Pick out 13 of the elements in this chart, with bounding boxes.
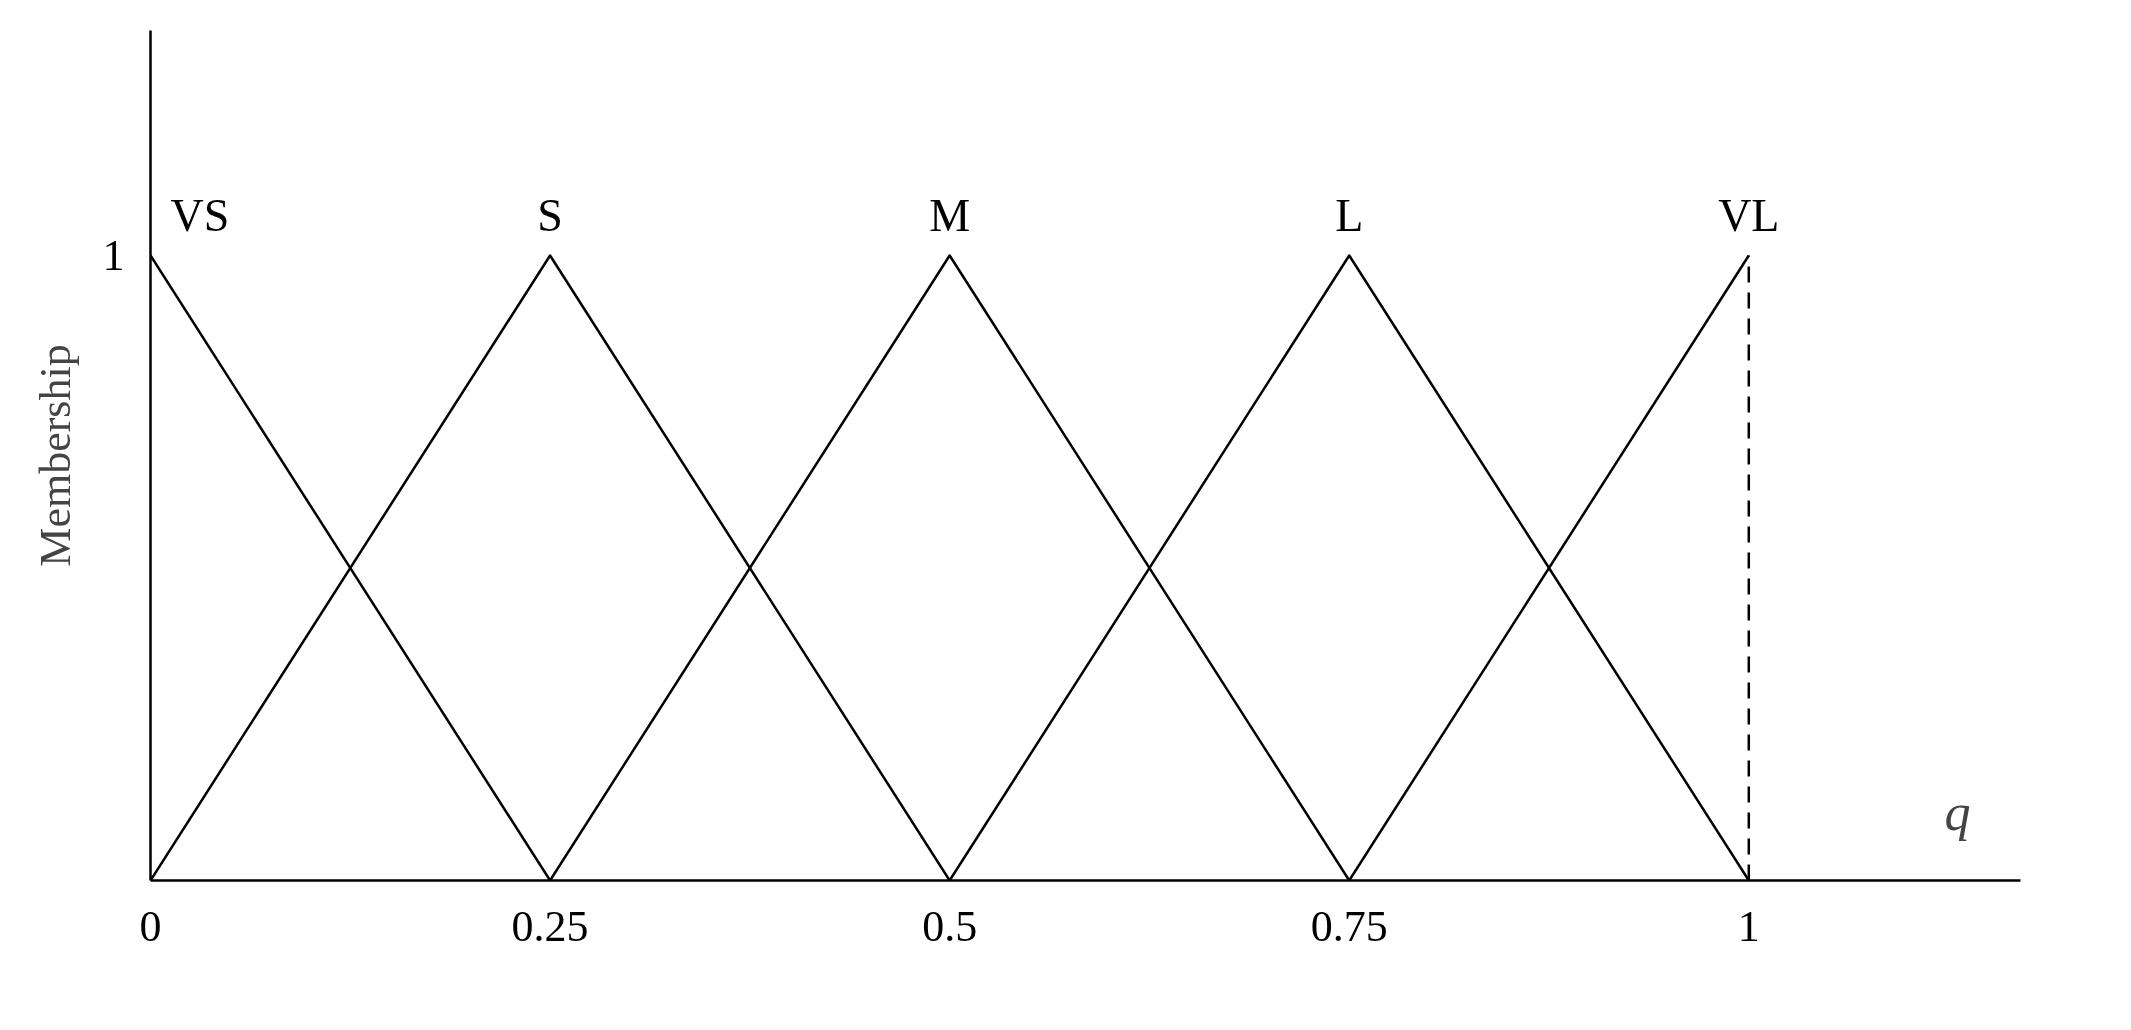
x-tick-label: 0.5 bbox=[922, 901, 978, 951]
x-tick-label: 0 bbox=[139, 901, 162, 951]
series-label: L bbox=[1335, 189, 1364, 241]
x-axis-title: q bbox=[1944, 783, 1971, 841]
series-label: VS bbox=[170, 189, 230, 241]
x-tick-label: 1 bbox=[1737, 901, 1760, 951]
series-label: S bbox=[537, 189, 563, 241]
text: 1 bbox=[102, 231, 125, 280]
series-label: VL bbox=[1718, 189, 1780, 241]
y-axis-title: Membership bbox=[30, 344, 80, 567]
x-tick-label: 0.75 bbox=[1310, 901, 1388, 951]
x-tick-label: 0.25 bbox=[511, 901, 589, 951]
series-label: M bbox=[929, 189, 971, 241]
